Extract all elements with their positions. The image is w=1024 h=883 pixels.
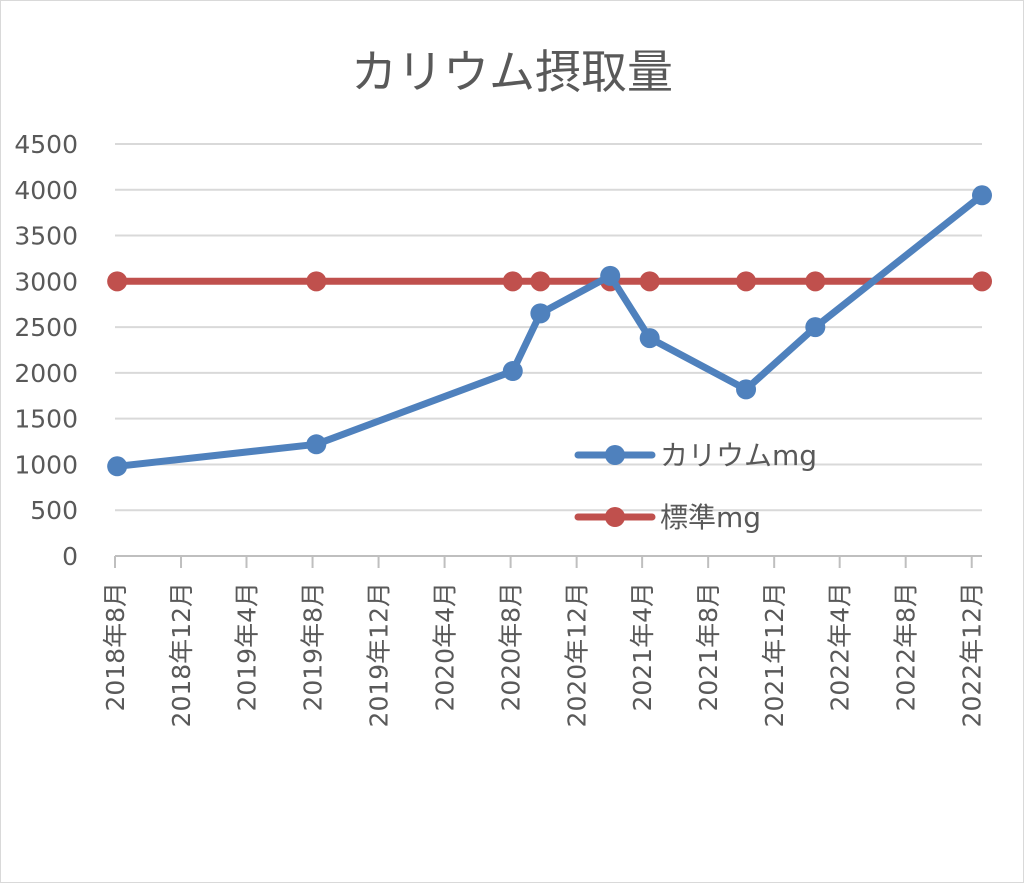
data-point <box>107 271 128 292</box>
series-カリウムmg <box>107 185 992 477</box>
legend-item: 標準mg <box>574 501 761 534</box>
data-point <box>502 361 523 382</box>
data-point <box>736 379 757 400</box>
legend-item: カリウムmg <box>574 439 817 472</box>
data-point <box>972 185 992 206</box>
data-point <box>306 434 327 455</box>
data-point <box>639 271 660 292</box>
x-tick-label: 2019年4月 <box>233 582 262 712</box>
x-tick-label: 2022年12月 <box>958 582 987 727</box>
x-tick-label: 2020年8月 <box>497 582 526 712</box>
x-tick-label: 2018年12月 <box>167 582 196 727</box>
x-tick-label: 2020年4月 <box>431 582 460 712</box>
x-tick-label: 2020年12月 <box>563 582 592 727</box>
data-point <box>805 271 826 292</box>
x-tick-label: 2021年12月 <box>760 582 789 727</box>
y-tick-label: 1000 <box>14 450 78 479</box>
y-tick-label: 4500 <box>14 130 78 159</box>
y-tick-label: 3000 <box>14 267 78 296</box>
series-layer <box>107 185 992 477</box>
y-tick-label: 3500 <box>14 222 78 251</box>
data-point <box>502 271 523 292</box>
legend-swatch-marker <box>605 507 625 527</box>
y-tick-label: 500 <box>30 496 78 525</box>
y-tick-label: 4000 <box>14 176 78 205</box>
y-tick-label: 2000 <box>14 359 78 388</box>
legend-swatch-marker <box>605 445 625 465</box>
data-point <box>805 317 826 338</box>
x-tick-label: 2019年12月 <box>365 582 394 727</box>
y-tick-label: 0 <box>62 542 78 571</box>
x-tick-label: 2018年8月 <box>101 582 130 712</box>
data-point <box>530 271 551 292</box>
legend-label: 標準mg <box>660 501 761 534</box>
legend-label: カリウムmg <box>660 439 817 472</box>
y-tick-label: 2500 <box>14 313 78 342</box>
legend: カリウムmg 標準mg <box>574 439 817 534</box>
x-tick-label: 2021年4月 <box>628 582 657 712</box>
y-axis-labels: 0 500 1000 1500 2000 2500 3000 3500 4000 4500 <box>14 130 78 571</box>
data-point <box>600 265 621 286</box>
data-point <box>107 456 128 477</box>
x-tick-label: 2022年4月 <box>826 582 855 712</box>
x-tick-label: 2019年8月 <box>299 582 328 712</box>
data-point <box>639 328 660 349</box>
chart-title: カリウム摂取量 <box>351 45 673 99</box>
x-tick-label: 2022年8月 <box>892 582 921 712</box>
data-point <box>306 271 327 292</box>
y-tick-label: 1500 <box>14 405 78 434</box>
data-point <box>530 303 551 324</box>
x-axis: 2018年8月 2018年12月 2019年4月 2019年8月 2019年12月 202… <box>101 555 987 727</box>
data-point <box>736 271 757 292</box>
x-tick-label: 2021年8月 <box>694 582 723 712</box>
data-point <box>972 271 992 292</box>
